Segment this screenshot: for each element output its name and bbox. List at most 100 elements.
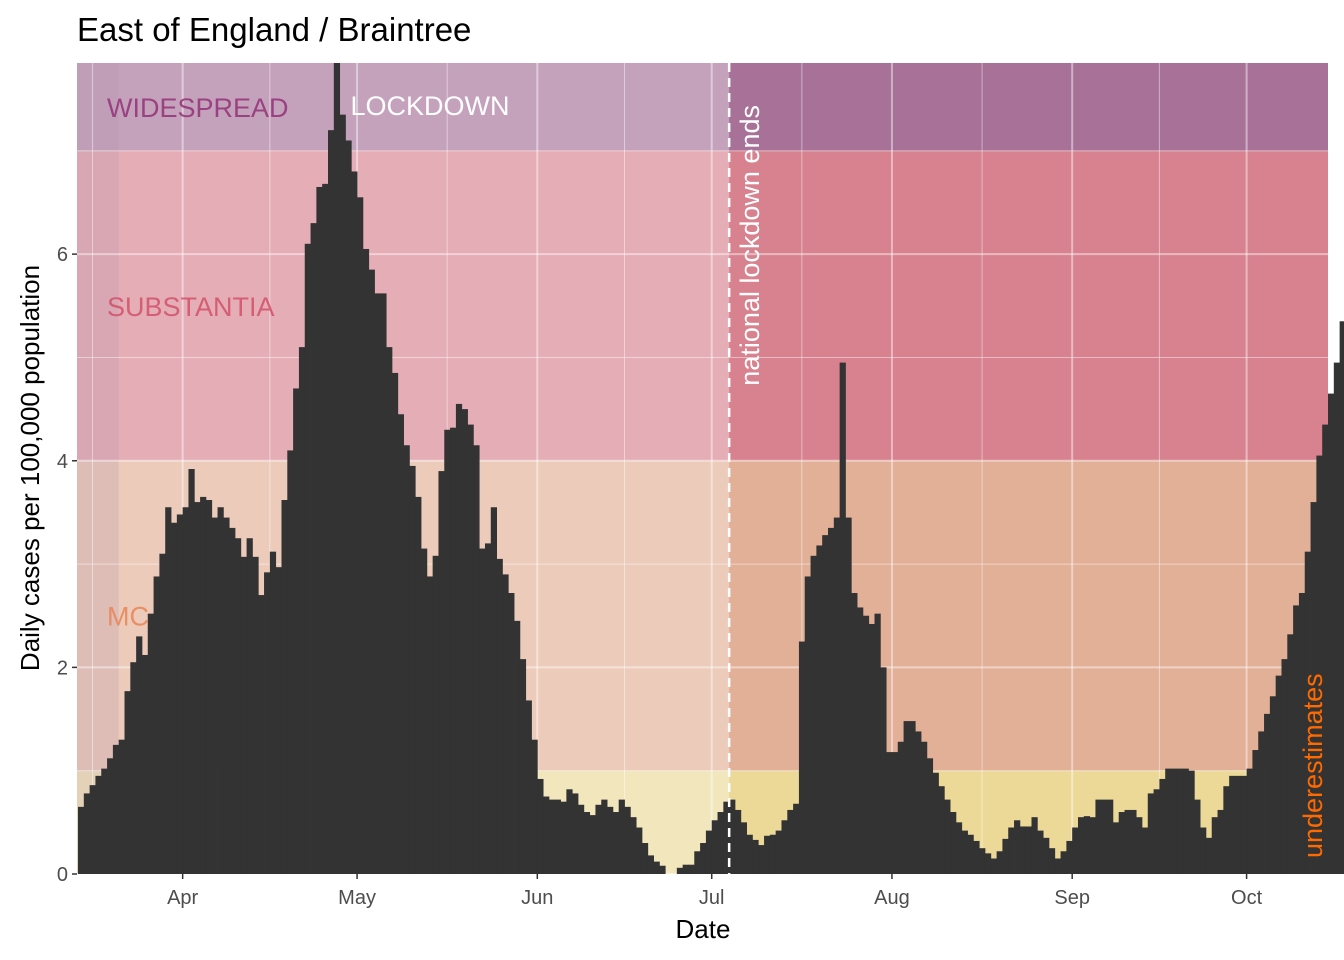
bar [862, 615, 870, 874]
bar [1083, 816, 1091, 874]
bar [595, 804, 602, 874]
bar [415, 496, 422, 874]
bar [1176, 768, 1184, 874]
bar [304, 243, 311, 875]
bar [107, 758, 114, 874]
band-label-substantial: SUBSTANTIA [107, 292, 275, 322]
bar [432, 555, 439, 874]
bar [1159, 778, 1166, 874]
lockdown-end-label: national lockdown ends [735, 105, 765, 386]
bar [967, 834, 974, 874]
bar [1130, 809, 1137, 874]
bar [130, 662, 137, 874]
bar [548, 799, 556, 874]
bar [467, 424, 474, 874]
bar [1211, 817, 1218, 874]
bar [700, 843, 707, 874]
bar [705, 830, 713, 874]
bar [1328, 393, 1335, 874]
bar [1002, 838, 1009, 874]
bar [746, 834, 753, 874]
bar [78, 806, 85, 874]
bar [141, 654, 149, 874]
bar [996, 851, 1003, 874]
bar [1054, 858, 1061, 874]
bar [1188, 770, 1195, 874]
bar [444, 429, 451, 874]
bar [926, 758, 934, 874]
bar [455, 403, 463, 874]
bar [147, 613, 154, 874]
x-tick-label: Oct [1231, 887, 1263, 909]
bar [839, 362, 846, 874]
bar [566, 789, 573, 874]
bar [1141, 827, 1149, 874]
x-tick-label: Jun [521, 887, 553, 909]
bar [984, 853, 992, 874]
bar [822, 535, 829, 874]
bar [1252, 750, 1259, 874]
bar [176, 514, 184, 874]
bar [781, 820, 788, 874]
bar [188, 469, 195, 874]
bar [601, 799, 608, 874]
bar [630, 817, 637, 874]
bar [258, 595, 265, 874]
x-tick-label: May [338, 887, 376, 909]
bar [1031, 817, 1038, 874]
bar [950, 812, 957, 874]
y-tick-label: 6 [57, 244, 68, 266]
band-label-moderate: MC [107, 602, 149, 632]
bar [1078, 817, 1085, 874]
bar [921, 741, 928, 874]
bar [572, 793, 579, 874]
underestimates-label: underestimates [1298, 673, 1328, 858]
bar [525, 700, 532, 874]
bar [397, 414, 404, 874]
bar [223, 517, 230, 874]
bar [845, 517, 852, 874]
bar [1118, 812, 1125, 874]
bar [234, 538, 242, 874]
bar [171, 522, 178, 874]
bar [450, 427, 457, 874]
bar [1089, 817, 1096, 874]
bar [1072, 827, 1079, 874]
bar [496, 558, 503, 874]
bar [310, 223, 317, 874]
bar [1281, 659, 1288, 874]
bar [333, 63, 341, 874]
bar [1223, 786, 1230, 874]
bar [1246, 768, 1253, 874]
bar [973, 840, 980, 874]
bar [775, 830, 782, 874]
bar [833, 517, 841, 874]
bar [793, 803, 800, 874]
bar [473, 445, 480, 874]
bar [1066, 840, 1073, 874]
bar [1275, 675, 1282, 874]
bar [1258, 731, 1265, 874]
bar [880, 667, 887, 874]
band-widespread [77, 63, 1328, 151]
bar [386, 347, 393, 874]
bar [1008, 827, 1015, 874]
bar [589, 815, 596, 874]
bar [717, 812, 724, 874]
bar [95, 775, 102, 874]
bar [484, 543, 492, 874]
bar [391, 372, 399, 874]
bar [560, 801, 567, 874]
bar [531, 739, 538, 874]
bar [479, 548, 486, 874]
bar [1147, 793, 1154, 874]
bar [298, 347, 306, 874]
bar [339, 114, 346, 874]
bar [659, 865, 666, 874]
bar [1165, 768, 1172, 874]
bar [711, 820, 718, 874]
bar [1200, 827, 1207, 874]
bar [124, 691, 131, 874]
bar [874, 613, 881, 874]
x-tick-label: Jul [699, 887, 725, 909]
